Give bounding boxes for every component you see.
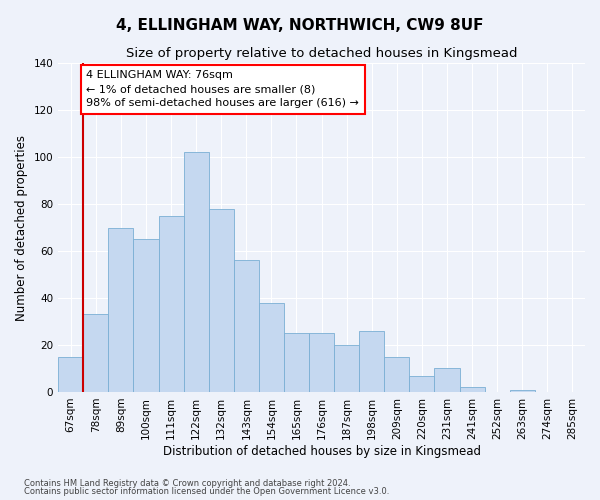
Bar <box>184 152 209 392</box>
Text: 4 ELLINGHAM WAY: 76sqm
← 1% of detached houses are smaller (8)
98% of semi-detac: 4 ELLINGHAM WAY: 76sqm ← 1% of detached … <box>86 70 359 108</box>
Bar <box>259 302 284 392</box>
Title: Size of property relative to detached houses in Kingsmead: Size of property relative to detached ho… <box>126 48 517 60</box>
Bar <box>234 260 259 392</box>
Bar <box>409 376 434 392</box>
Bar <box>385 356 409 392</box>
Bar <box>158 216 184 392</box>
Bar <box>58 356 83 392</box>
Bar <box>284 333 309 392</box>
Text: 4, ELLINGHAM WAY, NORTHWICH, CW9 8UF: 4, ELLINGHAM WAY, NORTHWICH, CW9 8UF <box>116 18 484 32</box>
Bar <box>209 208 234 392</box>
Bar <box>109 228 133 392</box>
Bar <box>434 368 460 392</box>
Bar <box>133 240 158 392</box>
Bar <box>510 390 535 392</box>
X-axis label: Distribution of detached houses by size in Kingsmead: Distribution of detached houses by size … <box>163 444 481 458</box>
Bar <box>460 388 485 392</box>
Bar <box>334 345 359 392</box>
Text: Contains HM Land Registry data © Crown copyright and database right 2024.: Contains HM Land Registry data © Crown c… <box>24 478 350 488</box>
Y-axis label: Number of detached properties: Number of detached properties <box>15 134 28 320</box>
Text: Contains public sector information licensed under the Open Government Licence v3: Contains public sector information licen… <box>24 487 389 496</box>
Bar <box>83 314 109 392</box>
Bar <box>359 331 385 392</box>
Bar <box>309 333 334 392</box>
